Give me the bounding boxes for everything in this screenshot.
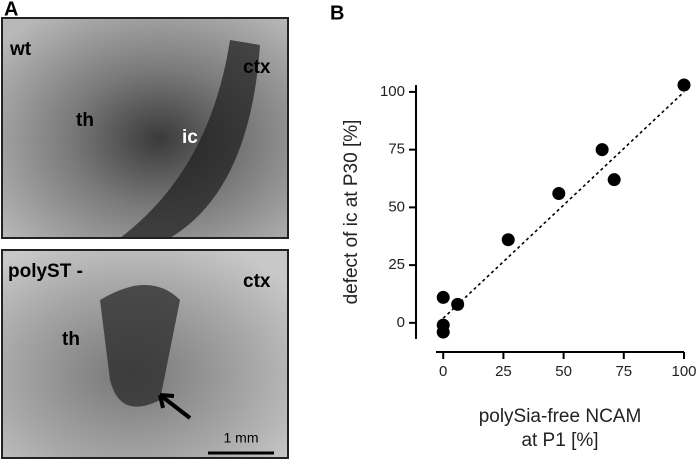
point <box>451 297 465 311</box>
point <box>677 78 691 92</box>
y-axis-label: defect of ic at P30 [%] <box>341 120 362 305</box>
point <box>607 173 621 187</box>
trend-line <box>442 91 685 319</box>
y-tick-label: 50 <box>388 198 405 215</box>
x-tick-label: 50 <box>555 363 572 380</box>
image-label: th <box>62 329 80 350</box>
point <box>436 325 450 339</box>
tissue <box>100 285 180 407</box>
y-tick-label: 0 <box>397 314 405 331</box>
image-label: polyST - <box>8 261 83 282</box>
image-label: ctx <box>243 57 271 78</box>
arrow <box>158 393 192 420</box>
x-tick-label: 100 <box>671 363 696 380</box>
point <box>552 187 566 201</box>
point <box>436 290 450 304</box>
y-tick-label: 25 <box>388 256 405 273</box>
panel-label: B <box>330 2 344 24</box>
panel-label: A <box>4 0 18 20</box>
image-label: ic <box>182 127 198 148</box>
scatter-chart: 0 25 50 75 100 0 25 50 75 100 polySia-free NCAM at … <box>341 78 697 451</box>
image-label: ctx <box>243 271 271 292</box>
y-tick-label: 75 <box>388 141 405 158</box>
x-axis-label: polySia-free NCAM <box>479 406 642 427</box>
x-tick-label: 75 <box>615 363 632 380</box>
x-tick-label: 25 <box>495 363 512 380</box>
tissue <box>120 40 260 238</box>
image-label: th <box>76 110 94 131</box>
y-tick-label: 100 <box>380 83 405 100</box>
scale-label: 1 mm <box>224 430 259 446</box>
x-tick-label: 0 <box>439 363 447 380</box>
point <box>595 143 609 157</box>
point <box>501 233 515 247</box>
image-label: wt <box>9 39 32 60</box>
x-axis-label: at P1 [%] <box>521 430 598 451</box>
